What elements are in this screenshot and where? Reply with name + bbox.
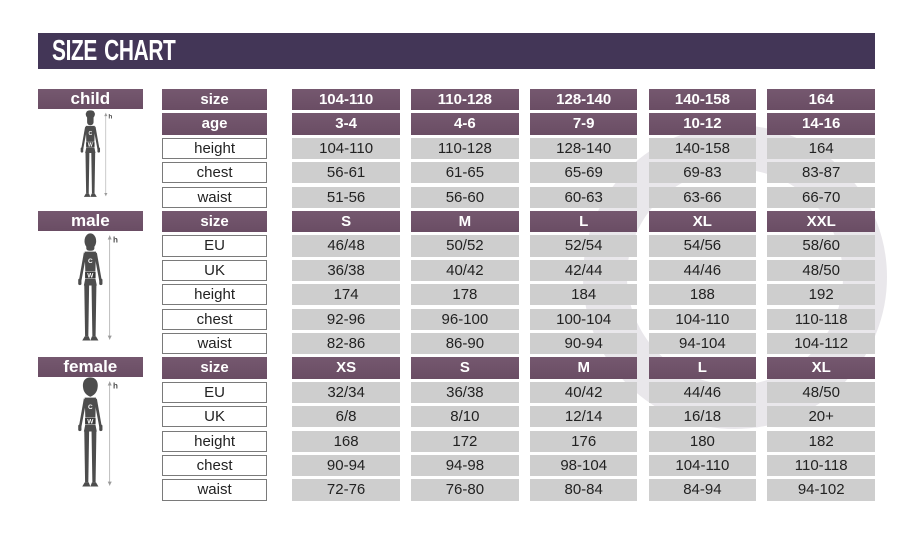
svg-text:h: h xyxy=(113,236,118,245)
svg-text:W: W xyxy=(87,272,94,279)
svg-text:W: W xyxy=(88,142,93,148)
svg-text:C: C xyxy=(88,404,93,411)
svg-text:h: h xyxy=(113,382,118,391)
svg-text:C: C xyxy=(88,258,93,265)
svg-text:W: W xyxy=(87,419,94,426)
svg-text:C: C xyxy=(88,131,92,137)
svg-text:h: h xyxy=(108,114,112,121)
